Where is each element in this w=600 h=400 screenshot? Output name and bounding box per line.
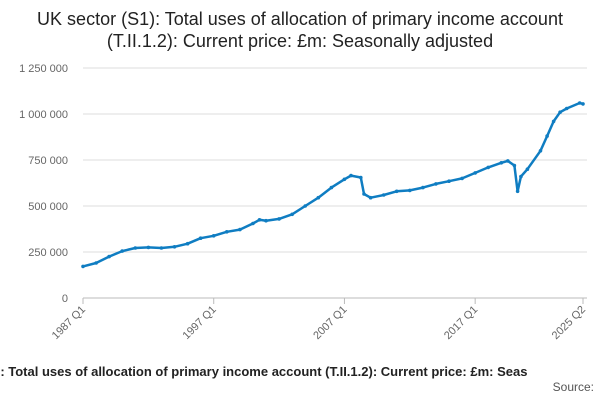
data-point (362, 192, 366, 196)
series-line (81, 101, 585, 268)
data-point (349, 173, 353, 178)
data-point (120, 249, 124, 253)
source-label: Source: (552, 380, 594, 394)
data-point (359, 175, 363, 180)
data-point (486, 165, 491, 170)
data-point (515, 189, 520, 194)
y-tick-label: 1 250 000 (19, 63, 68, 75)
data-point (146, 245, 151, 250)
data-point (473, 171, 478, 175)
data-point (172, 245, 177, 249)
data-point (251, 221, 255, 226)
data-point (519, 174, 523, 179)
data-point (551, 119, 556, 124)
data-point (257, 218, 262, 222)
data-point (303, 204, 308, 208)
chart-title: UK sector (S1): Total uses of allocation… (37, 9, 563, 51)
data-point (133, 246, 138, 250)
data-point (342, 177, 347, 182)
data-point (564, 106, 569, 111)
data-point (512, 163, 517, 168)
x-tick-label: 1997 Q1 (181, 304, 219, 342)
data-point (211, 234, 216, 238)
data-point (525, 167, 530, 171)
data-point (538, 149, 543, 153)
data-point (81, 264, 85, 269)
y-tick-label: 500 000 (28, 201, 68, 213)
data-point (434, 182, 438, 186)
data-point (290, 212, 295, 217)
data-point (329, 185, 334, 190)
data-point (577, 101, 582, 105)
y-tick-label: 0 (62, 293, 68, 305)
data-point (381, 193, 386, 197)
data-point (545, 134, 549, 138)
data-point (368, 195, 373, 200)
data-point (558, 110, 562, 114)
data-point (499, 161, 504, 165)
x-tick-label: 1987 Q1 (50, 304, 88, 342)
data-point (460, 176, 464, 181)
data-point (107, 254, 111, 259)
data-point (225, 230, 229, 234)
y-tick-label: 750 000 (28, 155, 68, 167)
data-point (408, 188, 412, 193)
data-point (581, 102, 585, 106)
y-tick-label: 250 000 (28, 247, 68, 259)
data-point (421, 185, 425, 190)
x-tick-label: 2017 Q1 (442, 304, 480, 342)
data-point (264, 218, 268, 223)
legend-series-label: ): Total uses of allocation of primary i… (0, 364, 528, 379)
data-point (277, 217, 281, 221)
data-point (316, 195, 321, 200)
data-point (198, 236, 203, 240)
data-point (159, 246, 164, 250)
x-tick-label: 2007 Q1 (311, 304, 349, 342)
data-point (506, 159, 510, 163)
data-point (394, 189, 399, 194)
data-point (238, 227, 242, 232)
data-point (447, 179, 451, 183)
data-point (185, 241, 190, 246)
y-tick-label: 1 000 000 (19, 109, 68, 121)
x-tick-label: 2025 Q2 (550, 304, 588, 342)
data-point (94, 261, 98, 265)
